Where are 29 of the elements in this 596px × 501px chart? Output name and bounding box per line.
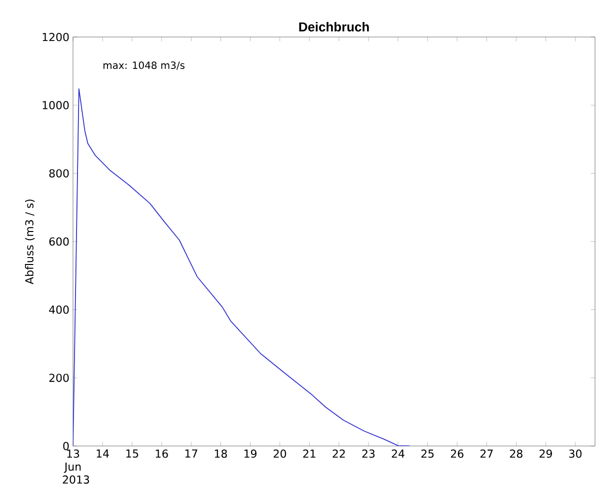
x-tick-label: 24 — [392, 450, 404, 458]
x-tick-label: 20 — [274, 450, 286, 458]
x-tick-label: 25 — [421, 450, 434, 458]
annotation: max: 1048 m3/s — [104, 61, 185, 70]
x-tick-label: 19 — [244, 450, 256, 458]
x-tick-label: 22 — [332, 450, 345, 458]
line-series — [73, 88, 410, 446]
x-tick-label: 30 — [569, 450, 582, 458]
y-tick-label: 800 — [49, 169, 69, 178]
x-tick-label: 16 — [156, 450, 168, 458]
y-tick-label: 0 — [63, 442, 69, 450]
x-tick-label: 13 Jun 2013 — [62, 450, 90, 484]
x-tick-label: 21 — [303, 450, 316, 458]
x-tick-label: 14 — [96, 450, 109, 458]
y-tick-label: 1200 — [42, 32, 69, 42]
y-tick-label: 1000 — [42, 101, 69, 110]
x-tick-label: 29 — [540, 450, 552, 458]
y-tick-label: 200 — [49, 374, 69, 382]
y-axis-title: Abfluss (m3 / s) — [24, 200, 35, 284]
x-tick-label: 23 — [362, 450, 375, 458]
chart-title: Deichbruch — [299, 22, 369, 32]
x-tick-label: 26 — [450, 450, 464, 458]
x-tick-label: 17 — [185, 450, 198, 458]
x-tick-label: 27 — [480, 450, 493, 458]
x-tick-label: 18 — [214, 450, 227, 458]
y-tick-label: 600 — [49, 237, 69, 246]
y-tick-label: 400 — [49, 306, 69, 314]
x-tick-label: 15 — [126, 450, 138, 458]
x-tick-label: 28 — [510, 450, 522, 458]
